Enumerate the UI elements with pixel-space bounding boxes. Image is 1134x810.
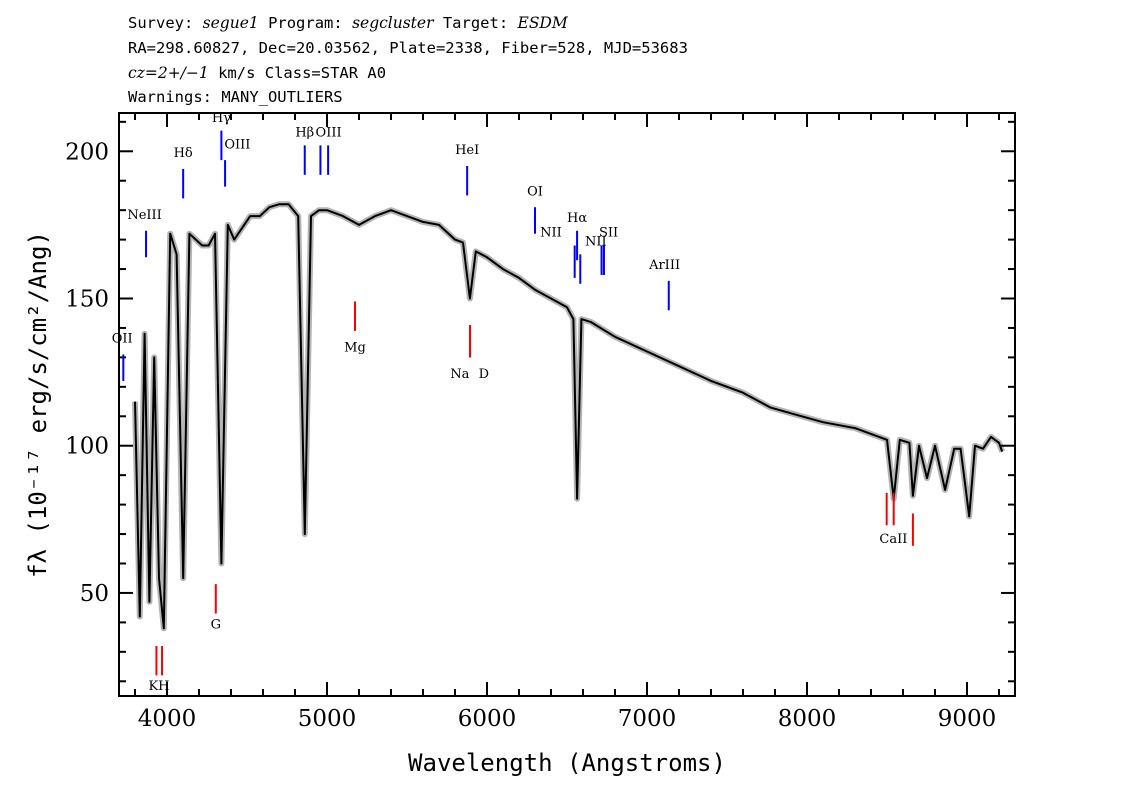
line-label: NII xyxy=(540,226,562,241)
header-segment: km/s Class=STAR A0 xyxy=(209,64,386,82)
x-tick-label: 6000 xyxy=(458,706,517,732)
line-label: SII xyxy=(599,226,618,241)
spectrum-series-line xyxy=(134,203,1004,630)
line-label: Na xyxy=(450,367,469,382)
y-tick-label: 200 xyxy=(65,139,109,165)
header-segment: cz=2+/−1 xyxy=(128,64,209,82)
line-label: G xyxy=(211,617,221,632)
line-label: KH xyxy=(148,679,169,694)
line-label: Hα xyxy=(567,211,587,226)
y-tick-label: 100 xyxy=(65,434,109,460)
header-segment: Survey: xyxy=(128,14,203,32)
y-tick-label: 150 xyxy=(65,287,109,313)
header-segment: segue1 xyxy=(203,14,259,32)
header-line-redshift: cz=2+/−1 km/s Class=STAR A0 xyxy=(128,64,386,82)
line-label: OIII xyxy=(316,126,342,141)
line-label: Hγ xyxy=(212,111,231,126)
header-segment: Program: xyxy=(259,14,352,32)
plot-frame xyxy=(118,112,1016,697)
axis-ticks xyxy=(119,113,1015,696)
line-label: ArIII xyxy=(648,258,680,273)
header-line-survey: Survey: segue1 Program: segcluster Targe… xyxy=(128,14,569,32)
line-label: Mg xyxy=(344,341,366,356)
x-tick-label: 4000 xyxy=(138,706,197,732)
header-segment: Target: xyxy=(434,14,518,32)
header-line-warnings: Warnings: MANY_OUTLIERS xyxy=(128,88,343,106)
line-label: NeIII xyxy=(127,208,161,223)
header-segment: ESDM xyxy=(517,14,569,32)
y-tick-label: 50 xyxy=(80,581,109,607)
x-axis-title: Wavelength (Angstroms) xyxy=(408,749,726,777)
line-label: OI xyxy=(527,184,543,199)
line-label: HeI xyxy=(455,143,479,158)
x-tick-label: 7000 xyxy=(618,706,677,732)
header-line-coordinates: RA=298.60827, Dec=20.03562, Plate=2338, … xyxy=(128,39,688,57)
x-tick-label: 8000 xyxy=(778,706,837,732)
line-label: CaII xyxy=(879,532,907,547)
x-tick-label: 9000 xyxy=(938,706,997,732)
line-label: OII xyxy=(112,332,133,347)
line-label: OIII xyxy=(224,137,250,152)
line-label: D xyxy=(479,367,489,382)
spectrum-noise-band xyxy=(132,201,1006,632)
line-label: Hβ xyxy=(295,126,314,141)
y-axis-title: fλ (10⁻¹⁷ erg/s/cm²/Ang) xyxy=(24,231,52,578)
line-label: NII xyxy=(585,235,607,250)
line-label: Hδ xyxy=(174,146,193,161)
header: Survey: segue1 Program: segcluster Targe… xyxy=(128,14,688,106)
header-segment: segcluster xyxy=(352,14,435,32)
x-tick-label: 5000 xyxy=(298,706,357,732)
plot-area xyxy=(132,201,1006,632)
